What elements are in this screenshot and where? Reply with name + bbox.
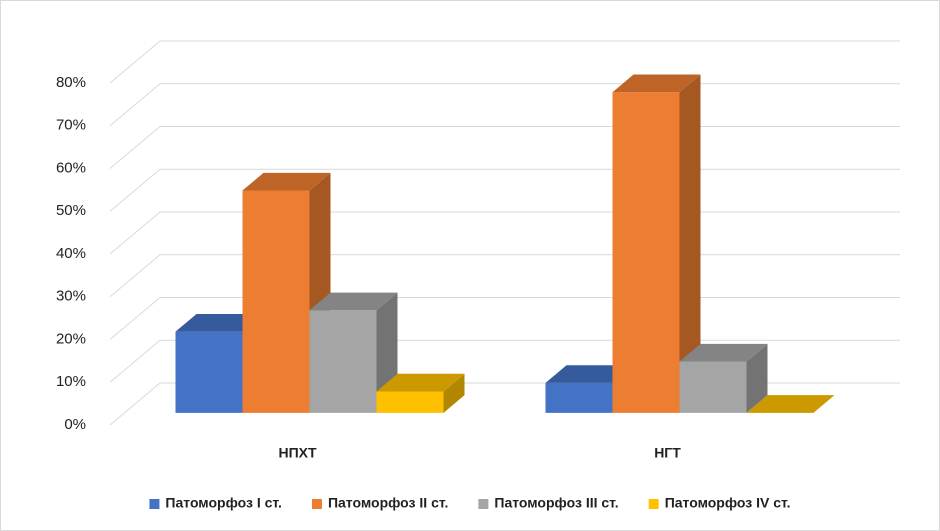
legend-label: Патоморфоз II ст. xyxy=(328,495,448,511)
y-tick-label: 0% xyxy=(64,416,86,433)
y-tick-label: 50% xyxy=(56,202,86,219)
y-tick-label: 70% xyxy=(56,117,86,134)
bar-front xyxy=(175,331,243,413)
bar-front xyxy=(545,382,613,413)
x-tick-label: НГТ xyxy=(654,445,681,461)
bar-top xyxy=(175,313,264,332)
legend-label: Патоморфоз IV ст. xyxy=(665,495,791,511)
bar-top xyxy=(746,395,835,413)
y-tick-label: 60% xyxy=(56,159,86,176)
legend-label: Патоморфоз I ст. xyxy=(165,495,282,511)
y-tick-label: 30% xyxy=(56,288,86,305)
legend-swatch xyxy=(478,499,489,509)
bar-top xyxy=(376,373,465,392)
bar-top xyxy=(242,172,331,191)
y-tick-label: 20% xyxy=(56,330,86,347)
bar-front xyxy=(242,190,310,413)
bar-front xyxy=(612,92,680,413)
bar-side xyxy=(746,343,768,413)
legend-swatch xyxy=(311,499,322,509)
y-tick-label: 10% xyxy=(56,373,86,390)
bar-front xyxy=(309,310,377,413)
legend-label: Патоморфоз III ст. xyxy=(494,495,618,511)
bar-side xyxy=(443,373,465,413)
bar-front xyxy=(679,361,747,413)
bar-side xyxy=(679,74,701,413)
legend-swatch xyxy=(648,499,659,509)
legend-swatch xyxy=(149,499,160,509)
bar-top xyxy=(545,365,634,383)
x-tick-label: НПХТ xyxy=(278,445,317,461)
bar-top xyxy=(612,74,701,93)
bar-top xyxy=(679,343,768,362)
y-tick-label: 40% xyxy=(56,245,86,262)
y-tick-label: 80% xyxy=(56,74,86,91)
bar-front xyxy=(376,391,444,413)
bar-top xyxy=(309,292,398,311)
grid-line xyxy=(109,40,900,84)
